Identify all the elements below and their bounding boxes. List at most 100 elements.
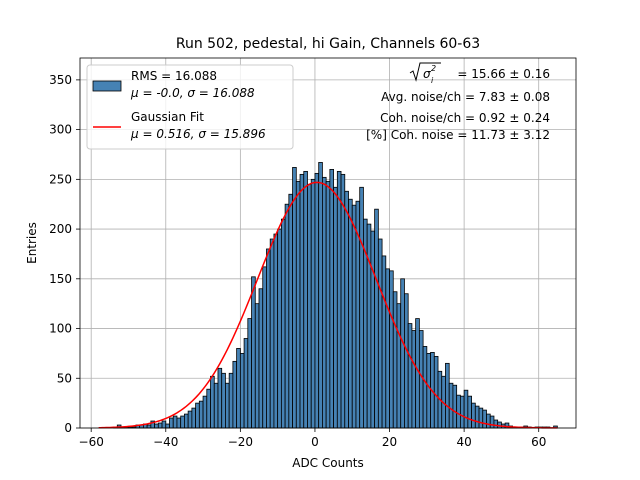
histogram-bar xyxy=(243,338,249,429)
histogram-bar xyxy=(426,352,431,429)
x-tick-label: 0 xyxy=(311,435,319,449)
histogram-bar xyxy=(157,422,163,429)
histogram-bar xyxy=(493,419,499,429)
legend-rms-stats: μ = -0.0, σ = 16.088 xyxy=(130,86,255,100)
histogram-bar xyxy=(340,173,346,429)
y-tick-label: 200 xyxy=(49,222,72,236)
y-tick-label: 150 xyxy=(49,272,72,286)
histogram-bar xyxy=(471,402,476,429)
histogram-bar xyxy=(400,278,405,429)
y-tick-label: 100 xyxy=(49,322,72,336)
histogram-bar xyxy=(422,346,428,429)
plot-frame xyxy=(79,57,577,429)
x-tick-label: 20 xyxy=(382,435,397,449)
histogram-bar xyxy=(154,423,159,429)
histogram-bar xyxy=(254,303,260,429)
x-axis-label: ADC Counts xyxy=(292,456,364,470)
histogram-bar xyxy=(187,410,193,429)
histogram-bar xyxy=(486,413,491,429)
histogram-bar xyxy=(303,170,308,429)
coh-noise-percent-text: [%] Coh. noise = 11.73 ± 3.12 xyxy=(366,128,550,142)
gaussian-fit-curve xyxy=(98,181,558,429)
histogram-bar xyxy=(351,204,357,429)
histogram-bar xyxy=(336,170,342,429)
histogram-bar xyxy=(318,162,323,429)
histogram-bar xyxy=(180,415,185,429)
histogram-bar xyxy=(445,362,450,429)
histogram-bar xyxy=(269,238,275,429)
histogram-bar xyxy=(456,394,461,429)
x-tick-label: −20 xyxy=(228,435,253,449)
x-tick-label: −60 xyxy=(79,435,104,449)
histogram-bar xyxy=(374,208,379,429)
histogram-bar xyxy=(381,255,387,429)
histogram-bar xyxy=(191,407,197,429)
histogram-bar xyxy=(478,407,484,429)
histogram-bar xyxy=(482,409,487,429)
histogram-bar xyxy=(392,291,398,429)
histogram-bar xyxy=(329,168,334,429)
legend-histogram-swatch xyxy=(92,80,122,92)
coh-noise-text: Coh. noise/ch = 0.92 ± 0.24 xyxy=(380,111,550,125)
histogram-bar xyxy=(396,303,402,429)
histogram-bar xyxy=(198,400,204,429)
histogram-bar xyxy=(407,323,413,429)
x-axis-ticks: −60 −40 −20 0 20 40 60 xyxy=(79,428,546,449)
y-tick-label: 350 xyxy=(49,73,72,87)
histogram-bar xyxy=(299,173,305,429)
sigma-total-value: = 15.66 ± 0.16 xyxy=(457,67,550,81)
histogram-bar xyxy=(467,395,472,429)
histogram-bar xyxy=(489,415,495,429)
histogram-bar xyxy=(165,423,170,429)
histogram-bar xyxy=(161,420,167,429)
histogram-bar xyxy=(389,270,394,429)
histogram-bar xyxy=(202,395,208,429)
x-tick-label: −40 xyxy=(153,435,178,449)
histogram-bar xyxy=(288,193,293,429)
histogram-bar xyxy=(284,203,290,429)
histogram-bar xyxy=(228,372,234,429)
legend-fit-stats: μ = 0.516, σ = 15.896 xyxy=(130,127,266,141)
histogram-bar xyxy=(232,360,238,429)
histogram-bar xyxy=(474,405,480,429)
legend: RMS = 16.088 μ = -0.0, σ = 16.088 Gaussi… xyxy=(86,64,294,150)
histogram-bar xyxy=(295,180,301,429)
histogram-bar xyxy=(322,176,327,429)
histogram-bar xyxy=(273,233,279,429)
noise-annotations: σ 2 i = 15.66 ± 0.16 Avg. noise/ch = 7.8… xyxy=(366,62,550,142)
histogram-bar xyxy=(418,330,424,429)
legend-fit-sigma: σ = 15.896 xyxy=(198,127,266,141)
histogram-bar xyxy=(221,372,226,429)
y-tick-label: 300 xyxy=(49,123,72,137)
histogram-bar xyxy=(251,276,256,429)
histogram-bar xyxy=(411,330,417,429)
histogram-bar xyxy=(366,223,372,429)
y-tick-label: 250 xyxy=(49,172,72,186)
histogram-bar xyxy=(452,384,458,429)
histogram-bar xyxy=(448,382,454,429)
histogram-bar xyxy=(310,178,316,429)
histogram-bar xyxy=(280,218,286,429)
histogram-bar xyxy=(463,389,469,429)
histogram-bar xyxy=(146,424,152,429)
legend-fit-label: Gaussian Fit xyxy=(131,110,204,124)
sqrt-sign xyxy=(409,62,441,82)
histogram-bar xyxy=(176,417,182,429)
histogram-bar xyxy=(344,190,349,429)
histogram-bar xyxy=(169,417,174,429)
sqrt-sigma-symbol: σ 2 i xyxy=(409,62,441,85)
histogram-bar xyxy=(333,186,338,429)
legend-box xyxy=(86,64,294,150)
histogram-bar xyxy=(184,413,189,429)
histogram-bar xyxy=(377,238,383,429)
histogram-bar xyxy=(262,266,267,429)
histogram-bar xyxy=(433,355,439,429)
histogram-bar xyxy=(370,230,376,429)
histogram-bar xyxy=(359,186,364,429)
histogram-bar xyxy=(236,348,241,429)
y-axis-ticks: 0 50 100 150 200 250 300 350 xyxy=(49,73,80,435)
histogram-bar xyxy=(247,318,252,429)
sigma-subscript: i xyxy=(431,76,434,85)
sigma-superscript: 2 xyxy=(431,64,436,73)
